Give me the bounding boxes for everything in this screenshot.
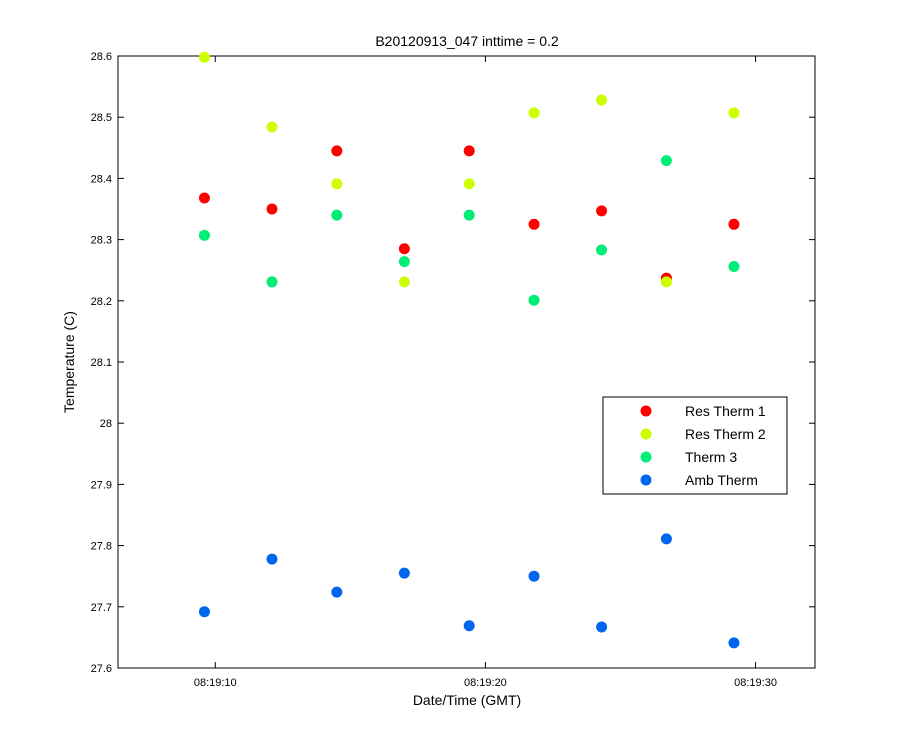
series-2 bbox=[198, 155, 740, 306]
y-axis: 27.6 27.7 27.8 27.9 28 28.1 28.2 28.3 28.4 28.5 28… bbox=[91, 51, 815, 675]
data-point bbox=[728, 107, 740, 119]
plot-area bbox=[117, 55, 816, 669]
x-tick-label: 08:19:10 bbox=[194, 677, 237, 689]
y-tick-label: 27.6 bbox=[91, 663, 112, 675]
y-tick-label: 28.5 bbox=[91, 112, 112, 124]
y-tick-label: 28.6 bbox=[91, 51, 112, 63]
data-point bbox=[398, 243, 410, 255]
data-point bbox=[331, 209, 343, 221]
data-point bbox=[198, 51, 210, 63]
data-point bbox=[266, 276, 278, 288]
series-0 bbox=[198, 145, 740, 284]
x-axis-title: Date/Time (GMT) bbox=[413, 692, 521, 708]
data-point bbox=[331, 178, 343, 190]
legend-marker bbox=[640, 405, 652, 417]
data-point bbox=[266, 203, 278, 215]
data-point bbox=[596, 244, 608, 256]
data-point bbox=[198, 229, 210, 241]
data-point bbox=[266, 121, 278, 133]
data-point bbox=[198, 606, 210, 618]
data-point bbox=[463, 145, 475, 157]
data-point bbox=[398, 276, 410, 288]
x-tick-label: 08:19:30 bbox=[734, 677, 777, 689]
data-points bbox=[198, 51, 740, 649]
x-axis: 08:19:10 08:19:20 08:19:30 bbox=[194, 56, 777, 689]
data-point bbox=[660, 155, 672, 167]
legend-box bbox=[602, 396, 788, 495]
x-tick-label: 08:19:20 bbox=[464, 677, 507, 689]
legend-label: Res Therm 1 bbox=[685, 403, 766, 419]
legend-label: Amb Therm bbox=[685, 472, 758, 488]
y-axis-title: Temperature (C) bbox=[61, 311, 77, 413]
legend-label: Res Therm 2 bbox=[685, 426, 766, 442]
data-point bbox=[331, 586, 343, 598]
y-tick-label: 28 bbox=[100, 418, 112, 430]
data-point bbox=[596, 94, 608, 106]
data-point bbox=[198, 192, 210, 204]
data-point bbox=[463, 620, 475, 632]
y-tick-label: 28.1 bbox=[91, 357, 112, 369]
data-point bbox=[331, 145, 343, 157]
data-point bbox=[398, 567, 410, 579]
data-point bbox=[528, 570, 540, 582]
y-tick-label: 28.4 bbox=[91, 173, 112, 185]
legend: Res Therm 1 Res Therm 2 Therm 3 Amb Therm bbox=[602, 396, 788, 495]
data-point bbox=[660, 533, 672, 545]
data-point bbox=[266, 553, 278, 565]
series-1 bbox=[198, 51, 740, 288]
data-point bbox=[463, 178, 475, 190]
y-tick-label: 28.3 bbox=[91, 235, 112, 247]
legend-marker bbox=[640, 474, 652, 486]
data-point bbox=[728, 637, 740, 649]
series-3 bbox=[198, 533, 740, 649]
data-point bbox=[398, 256, 410, 268]
data-point bbox=[528, 107, 540, 119]
data-point bbox=[528, 218, 540, 230]
y-tick-label: 27.8 bbox=[91, 541, 112, 553]
legend-label: Therm 3 bbox=[685, 449, 737, 465]
data-point bbox=[528, 294, 540, 306]
data-point bbox=[463, 209, 475, 221]
y-tick-label: 28.2 bbox=[91, 296, 112, 308]
data-point bbox=[596, 205, 608, 217]
y-tick-label: 27.9 bbox=[91, 479, 112, 491]
data-point bbox=[660, 276, 672, 288]
legend-marker bbox=[640, 428, 652, 440]
chart-title: B20120913_047 inttime = 0.2 bbox=[375, 33, 559, 49]
data-point bbox=[728, 261, 740, 273]
data-point bbox=[728, 218, 740, 230]
y-tick-label: 27.7 bbox=[91, 602, 112, 614]
legend-marker bbox=[640, 451, 652, 463]
data-point bbox=[596, 621, 608, 633]
